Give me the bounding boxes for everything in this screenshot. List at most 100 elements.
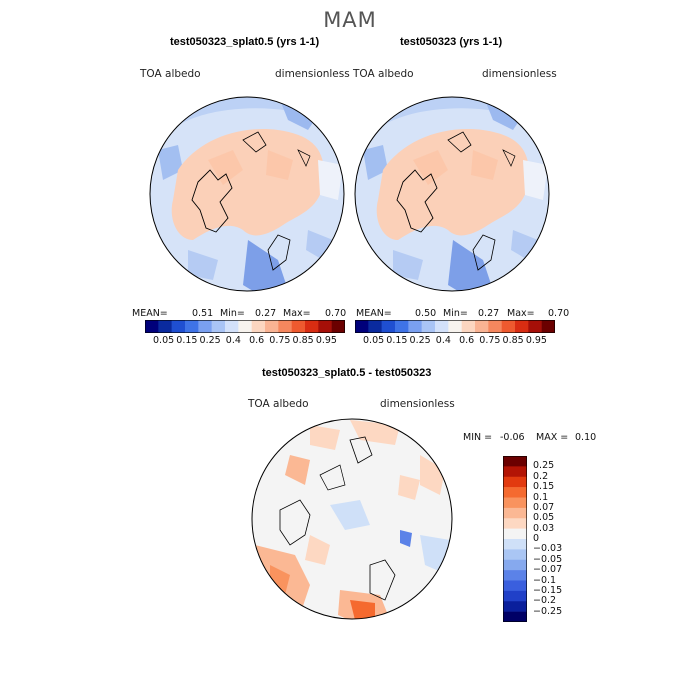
- diff-colorbar-swatch: [503, 570, 527, 581]
- panel-2-min-label: Min=: [443, 308, 468, 319]
- diff-colorbar-tick-label: 0.25: [533, 460, 555, 472]
- panel-2-colorbar-swatch: [355, 320, 369, 333]
- panel-1-units-label: dimensionless: [275, 68, 350, 80]
- diff-min-label: MIN =: [463, 432, 493, 443]
- diff-panel-title: test050323_splat0.5 - test050323: [262, 367, 432, 379]
- panel-2-mean-value: 0.50: [415, 308, 437, 319]
- diff-colorbar-tick-label: −0.07: [533, 564, 563, 576]
- panel-1-colorbar-tick-label: 0.95: [315, 335, 337, 346]
- diff-colorbar-swatch: [503, 497, 527, 509]
- diff-colorbar-tick-label: −0.03: [533, 543, 563, 555]
- diff-colorbar-tick-label: 0.07: [533, 501, 555, 513]
- panel-2-colorbar: [355, 320, 555, 333]
- panel-2-colorbar-swatch: [421, 320, 436, 333]
- panel-1-colorbar-swatch: [238, 320, 252, 333]
- diff-colorbar-swatch: [503, 456, 527, 467]
- diff-colorbar-tick-label: 0.1: [533, 491, 549, 503]
- panel-2-units-label: dimensionless: [482, 68, 557, 80]
- diff-colorbar-swatch: [503, 559, 527, 571]
- panel-2-colorbar-swatch: [528, 320, 542, 333]
- diff-panel-units-label: dimensionless: [380, 398, 455, 410]
- panel-1-min-value: 0.27: [255, 308, 277, 319]
- panel-2-colorbar-tick-label: 0.85: [502, 335, 524, 346]
- panel-2-colorbar-tick-label: 0.4: [435, 335, 451, 346]
- panel-1-colorbar-swatch: [158, 320, 172, 333]
- panel-1-colorbar-tick-label: 0.05: [153, 335, 175, 346]
- panel-2-colorbar-swatch: [368, 320, 382, 333]
- panel-2-colorbar-swatch: [448, 320, 462, 333]
- panel-1-colorbar-swatch: [318, 320, 332, 333]
- diff-colorbar-swatch: [503, 476, 527, 488]
- diff-colorbar-tick-label: 0.15: [533, 481, 555, 493]
- diff-colorbar-swatch: [503, 539, 527, 550]
- panel-2-max-label: Max=: [507, 308, 535, 319]
- panel-1-colorbar-swatch: [291, 320, 306, 333]
- diff-colorbar-border: [503, 456, 527, 622]
- diff-colorbar-tick-label: −0.05: [533, 553, 563, 565]
- panel-2-colorbar-swatch: [515, 320, 529, 333]
- panel-2-colorbar-swatch: [408, 320, 422, 333]
- panel-1-min-label: Min=: [220, 308, 245, 319]
- panel-1-colorbar-tick-label: 0.25: [199, 335, 221, 346]
- panel-2-colorbar-swatch: [435, 320, 449, 333]
- panel-2-colorbar-swatch: [475, 320, 489, 333]
- panel-1-max-value: 0.70: [325, 308, 347, 319]
- panel-2-colorbar-border: [355, 320, 555, 333]
- panel-2-polar-map: [354, 96, 550, 292]
- panel-1-colorbar-border: [145, 320, 345, 333]
- panel-1-colorbar-swatch: [211, 320, 226, 333]
- panel-2-colorbar-swatch: [381, 320, 396, 333]
- diff-colorbar-swatch: [503, 507, 527, 519]
- panel-1-colorbar-swatch: [265, 320, 279, 333]
- panel-1-title: test050323_splat0.5 (yrs 1-1): [170, 36, 320, 48]
- panel-1-colorbar-swatch: [171, 320, 186, 333]
- panel-1-colorbar-swatch: [185, 320, 199, 333]
- panel-1-colorbar-tick-label: 0.75: [269, 335, 291, 346]
- diff-colorbar-swatch: [503, 466, 527, 478]
- panel-1-colorbar-tick-label: 0.85: [292, 335, 314, 346]
- panel-1-max-label: Max=: [283, 308, 311, 319]
- diff-colorbar-tick-label: −0.25: [533, 605, 563, 617]
- panel-1-colorbar-swatch: [331, 320, 345, 333]
- season-title: MAM: [323, 8, 377, 32]
- panel-2-variable-label: TOA albedo: [353, 68, 414, 80]
- panel-1-colorbar-tick-label: 0.15: [176, 335, 198, 346]
- panel-1-colorbar-swatch: [251, 320, 266, 333]
- diff-colorbar: [503, 456, 527, 622]
- diff-colorbar-swatch: [503, 528, 527, 540]
- panel-1-variable-label: TOA albedo: [140, 68, 201, 80]
- diff-panel-variable-label: TOA albedo: [248, 398, 309, 410]
- panel-2-title: test050323 (yrs 1-1): [400, 36, 503, 48]
- panel-1-polar-map: [149, 96, 345, 292]
- diff-colorbar-tick-label: −0.2: [533, 595, 557, 607]
- panel-2-colorbar-tick-label: 0.15: [386, 335, 408, 346]
- diff-colorbar-swatch: [503, 580, 527, 592]
- panel-2-colorbar-tick-label: 0.25: [409, 335, 431, 346]
- panel-1-colorbar-swatch: [278, 320, 292, 333]
- panel-1-colorbar-swatch: [145, 320, 159, 333]
- diff-colorbar-swatch: [503, 611, 527, 622]
- panel-2-colorbar-swatch: [395, 320, 409, 333]
- diff-colorbar-tick-label: −0.15: [533, 584, 563, 596]
- panel-2-colorbar-tick-label: 0.95: [525, 335, 547, 346]
- panel-2-colorbar-swatch: [541, 320, 555, 333]
- panel-1-colorbar-swatch: [305, 320, 319, 333]
- panel-2-colorbar-swatch: [488, 320, 502, 333]
- panel-2-colorbar-tick-label: 0.05: [363, 335, 385, 346]
- panel-1-mean-value: 0.51: [192, 308, 214, 319]
- diff-panel-polar-map: [251, 418, 453, 620]
- panel-2-colorbar-tick-label: 0.75: [479, 335, 501, 346]
- diff-colorbar-swatch: [503, 601, 527, 612]
- panel-2-colorbar-tick-label: 0.6: [459, 335, 475, 346]
- panel-1-colorbar-tick-label: 0.6: [249, 335, 265, 346]
- diff-colorbar-tick-label: 0.2: [533, 470, 549, 482]
- panel-1-colorbar-swatch: [198, 320, 212, 333]
- panel-1-mean-label: MEAN=: [132, 308, 168, 319]
- diff-colorbar-swatch: [503, 549, 527, 561]
- diff-min-value: -0.06: [500, 432, 525, 443]
- panel-1-colorbar-swatch: [225, 320, 239, 333]
- diff-max-label: MAX =: [536, 432, 569, 443]
- diff-colorbar-swatch: [503, 590, 527, 602]
- panel-2-max-value: 0.70: [548, 308, 570, 319]
- diff-colorbar-tick-label: 0: [533, 533, 540, 544]
